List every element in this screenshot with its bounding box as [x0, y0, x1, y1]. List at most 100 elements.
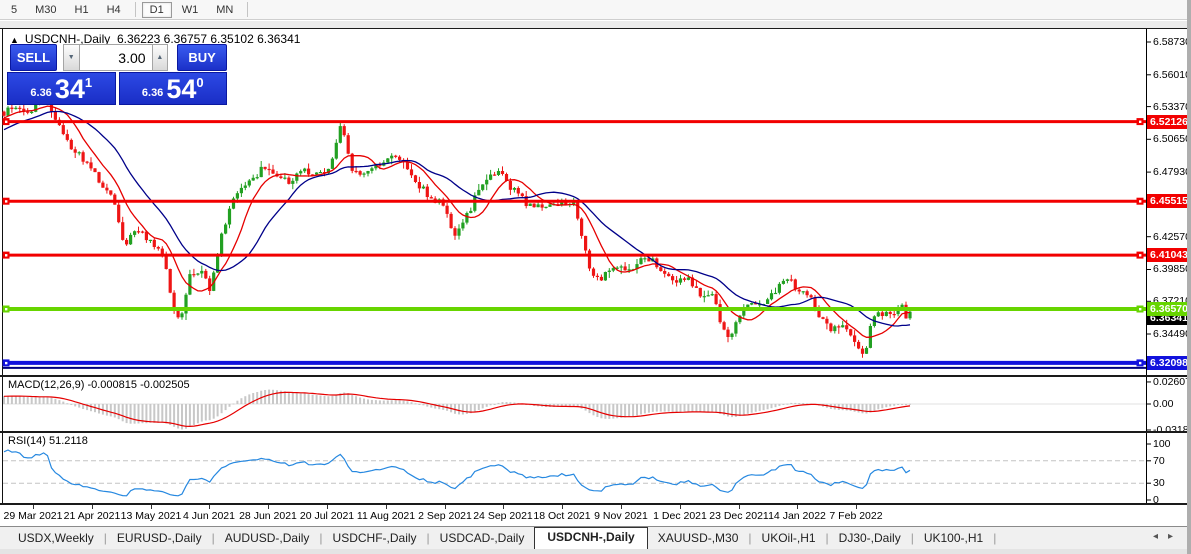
date-label: 18 Oct 2021: [533, 510, 591, 522]
date-label: 9 Nov 2021: [594, 510, 648, 522]
rsi-plot[interactable]: [0, 433, 1191, 503]
chart-tab-bar: USDX,Weekly | EURUSD-,Daily | AUDUSD-,Daily |…: [0, 526, 1191, 549]
chart-tab-eurusd-daily[interactable]: EURUSD-,Daily: [116, 531, 202, 545]
date-tick: [386, 505, 387, 509]
level-price-label: 6.52126: [1147, 115, 1191, 129]
chevron-up-icon: ▲: [156, 54, 164, 61]
horizontal-levels[interactable]: [2, 118, 1147, 369]
macd-tick-label: 0.02607: [1153, 376, 1191, 388]
chart-tab-uk100-h1[interactable]: UK100-,H1: [923, 531, 984, 545]
date-tick: [621, 505, 622, 509]
candles: [2, 90, 912, 358]
date-label: 20 Jul 2021: [299, 510, 355, 522]
date-tick: [92, 505, 93, 509]
tab-separator: |: [426, 531, 430, 545]
timeframe-h4[interactable]: H4: [106, 3, 121, 16]
toolbar-separator: [247, 2, 249, 17]
macd-pane: MACD(12,26,9) -0.000815 -0.002505 0.0260…: [0, 376, 1191, 436]
timeframe-d1[interactable]: D1: [141, 1, 172, 18]
price-tick-label: 6.42570: [1153, 231, 1191, 243]
macd-signal-line: [3, 391, 911, 428]
timeframe-m30[interactable]: M30: [35, 3, 57, 16]
date-tick: [327, 505, 328, 509]
date-label: 1 Dec 2021: [653, 510, 707, 522]
date-tick: [268, 505, 269, 509]
date-label: 21 Apr 2021: [63, 510, 121, 522]
chart-tab-usdcad-daily[interactable]: USDCAD-,Daily: [439, 531, 525, 545]
date-tick: [562, 505, 563, 509]
price-tick-label: 6.47930: [1153, 166, 1191, 178]
buy-price-pip: 0: [196, 75, 204, 90]
sell-price-pip: 1: [84, 75, 93, 90]
price-tick-label: 6.58730: [1153, 36, 1191, 48]
chart-tab-usdcnh-daily[interactable]: USDCNH-,Daily: [534, 527, 648, 549]
sell-price-box[interactable]: 6.36 34 1: [7, 72, 116, 105]
one-click-trading-panel: SELL ▼ ▲ BUY 6.36 34 1 6.36 54 0: [6, 44, 227, 105]
pane-separator[interactable]: [0, 375, 1191, 377]
timeframe-h1[interactable]: H1: [74, 3, 89, 16]
date-tick: [739, 505, 740, 509]
date-tick: [503, 505, 504, 509]
chart-tab-dj30-daily[interactable]: DJ30-,Daily: [838, 531, 901, 545]
chart-tab-audusd-daily[interactable]: AUDUSD-,Daily: [224, 531, 310, 545]
rsi-tick-label: 70: [1153, 455, 1165, 467]
timeframe-w1[interactable]: W1: [181, 3, 199, 16]
price-tick-label: 6.39850: [1153, 263, 1191, 275]
date-label: 29 Mar 2021: [3, 510, 63, 522]
chart-tab-ukoil-h1[interactable]: UKOil-,H1: [761, 531, 816, 545]
buy-button[interactable]: BUY: [177, 44, 227, 71]
rsi-tick-label: 30: [1153, 477, 1165, 489]
price-chart-plot[interactable]: [0, 29, 1191, 375]
date-label: 7 Feb 2022: [829, 510, 883, 522]
tab-separator: |: [825, 531, 829, 545]
level-price-label: 6.36570: [1147, 302, 1191, 316]
chart-title: ▲ USDCNH-,Daily 6.36223 6.36757 6.35102 6…: [10, 32, 300, 46]
date-tick: [151, 505, 152, 509]
level-price-label: 6.32098: [1147, 356, 1191, 370]
volume-increase-button[interactable]: ▲: [152, 44, 169, 71]
tab-separator: |: [748, 531, 752, 545]
tab-separator: |: [319, 531, 323, 545]
date-label: 28 Jun 2021: [239, 510, 297, 522]
rsi-label: RSI(14) 51.2118: [8, 435, 88, 447]
macd-plot[interactable]: [0, 377, 1191, 431]
timeframe-bar: 5 M30 H1 H4 D1 W1 MN: [0, 0, 1191, 20]
chart-tab-usdx-weekly[interactable]: USDX,Weekly: [18, 531, 94, 545]
toolbar-gap: [0, 21, 1191, 28]
symbol-period-label: USDCNH-,Daily: [24, 32, 111, 46]
date-label: 23 Dec 2021: [709, 510, 769, 522]
pane-separator[interactable]: [0, 503, 1191, 505]
volume-decrease-button[interactable]: ▼: [62, 44, 79, 71]
tab-separator: |: [211, 531, 215, 545]
tab-scroll-left-icon[interactable]: ◂: [1152, 531, 1168, 542]
volume-input[interactable]: [78, 44, 153, 71]
ma-slow-line: [3, 110, 911, 327]
tab-scroll-arrows: ◂▸: [1153, 531, 1183, 542]
chart-tab-xauusd-m30[interactable]: XAUUSD-,M30: [657, 531, 739, 545]
collapse-arrow-icon[interactable]: ▲: [10, 35, 19, 45]
price-tick-label: 6.56010: [1153, 69, 1191, 81]
date-tick: [856, 505, 857, 509]
pane-separator[interactable]: [0, 431, 1191, 433]
tab-scroll-right-icon[interactable]: ▸: [1167, 531, 1183, 542]
timeframe-mn[interactable]: MN: [216, 3, 234, 16]
date-tick: [680, 505, 681, 509]
date-label: 13 May 2021: [120, 510, 182, 522]
rsi-line: [3, 449, 911, 497]
timeframe-5[interactable]: 5: [11, 3, 18, 16]
chart-tab-usdchf-daily[interactable]: USDCHF-,Daily: [332, 531, 417, 545]
price-tick-label: 6.53370: [1153, 101, 1191, 113]
macd-tick-label: 0.00: [1153, 398, 1174, 410]
date-label: 11 Aug 2021: [356, 510, 416, 522]
toolbar-separator: [134, 2, 136, 17]
window-edge: [1187, 0, 1191, 554]
date-tick: [445, 505, 446, 509]
rsi-tick-label: 100: [1153, 438, 1171, 450]
ohlc-values: 6.36223 6.36757 6.35102 6.36341: [116, 32, 301, 46]
sell-button[interactable]: SELL: [10, 44, 57, 71]
ma-fast-line: [3, 105, 911, 338]
date-tick: [797, 505, 798, 509]
macd-label: MACD(12,26,9) -0.000815 -0.002505: [8, 379, 190, 391]
tab-separator: |: [910, 531, 914, 545]
buy-price-box[interactable]: 6.36 54 0: [118, 72, 227, 105]
